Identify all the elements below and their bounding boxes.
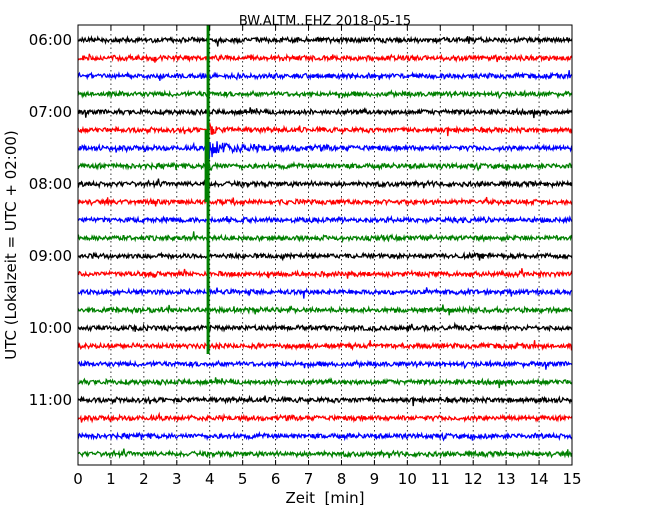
x-tick-label: 12 bbox=[464, 470, 483, 488]
trace-1130 bbox=[77, 430, 573, 442]
plot-frame bbox=[77, 24, 573, 466]
trace-0715 bbox=[77, 122, 573, 137]
chart-title: BW.ALTM..EHZ 2018-05-15 bbox=[239, 14, 411, 29]
trace-0945 bbox=[77, 304, 573, 316]
trace-0600 bbox=[77, 34, 573, 47]
x-tick-label: 1 bbox=[106, 470, 116, 488]
trace-0815 bbox=[77, 196, 573, 207]
x-tick-label: 0 bbox=[73, 470, 83, 488]
trace-0900 bbox=[77, 251, 573, 262]
y-tick-label: 10:00 bbox=[29, 319, 72, 337]
x-tick-label: 13 bbox=[497, 470, 516, 488]
x-tick-label: 4 bbox=[205, 470, 215, 488]
trace-1015 bbox=[77, 340, 573, 352]
trace-0915 bbox=[77, 268, 573, 279]
trace-1045 bbox=[77, 377, 573, 389]
y-axis-ticks: 06:00 07:00 08:00 09:00 10:00 11:00 bbox=[29, 31, 572, 409]
trace-1100 bbox=[77, 394, 573, 407]
trace-0845 bbox=[77, 231, 573, 244]
x-tick-label: 7 bbox=[304, 470, 314, 488]
y-tick-label: 07:00 bbox=[29, 103, 72, 121]
x-tick-label: 10 bbox=[398, 470, 417, 488]
grid-lines bbox=[110, 25, 540, 465]
trace-1030 bbox=[77, 359, 573, 370]
x-tick-label: 11 bbox=[431, 470, 450, 488]
x-tick-label: 8 bbox=[337, 470, 347, 488]
x-axis-ticks: 0 1 2 3 4 5 6 7 8 9 10 11 12 13 14 15 bbox=[73, 25, 582, 488]
trace-1000 bbox=[77, 321, 573, 333]
trace-0800 bbox=[77, 178, 573, 190]
trace-0615 bbox=[77, 53, 573, 64]
trace-0830 bbox=[77, 214, 573, 225]
y-tick-label: 09:00 bbox=[29, 247, 72, 265]
trace-0700 bbox=[77, 107, 573, 119]
trace-0730 bbox=[77, 140, 573, 160]
y-tick-label: 08:00 bbox=[29, 175, 72, 193]
x-tick-label: 15 bbox=[562, 470, 581, 488]
seismic-traces bbox=[77, 34, 573, 460]
x-tick-label: 5 bbox=[238, 470, 248, 488]
y-tick-label: 11:00 bbox=[29, 391, 72, 409]
trace-0930 bbox=[77, 287, 573, 299]
y-tick-label: 06:00 bbox=[29, 31, 72, 49]
x-tick-label: 6 bbox=[271, 470, 281, 488]
trace-0630 bbox=[77, 70, 573, 81]
x-tick-label: 9 bbox=[370, 470, 380, 488]
earthquake-event bbox=[204, 25, 210, 354]
x-axis-label: Zeit [min] bbox=[285, 489, 364, 507]
trace-1115 bbox=[77, 411, 573, 424]
x-tick-label: 3 bbox=[172, 470, 182, 488]
y-axis-label: UTC (Lokalzeit = UTC + 02:00) bbox=[2, 130, 20, 360]
trace-0645 bbox=[77, 89, 573, 100]
trace-1145 bbox=[77, 448, 573, 460]
x-tick-label: 14 bbox=[530, 470, 549, 488]
x-tick-label: 2 bbox=[139, 470, 149, 488]
trace-0745 bbox=[77, 160, 573, 172]
